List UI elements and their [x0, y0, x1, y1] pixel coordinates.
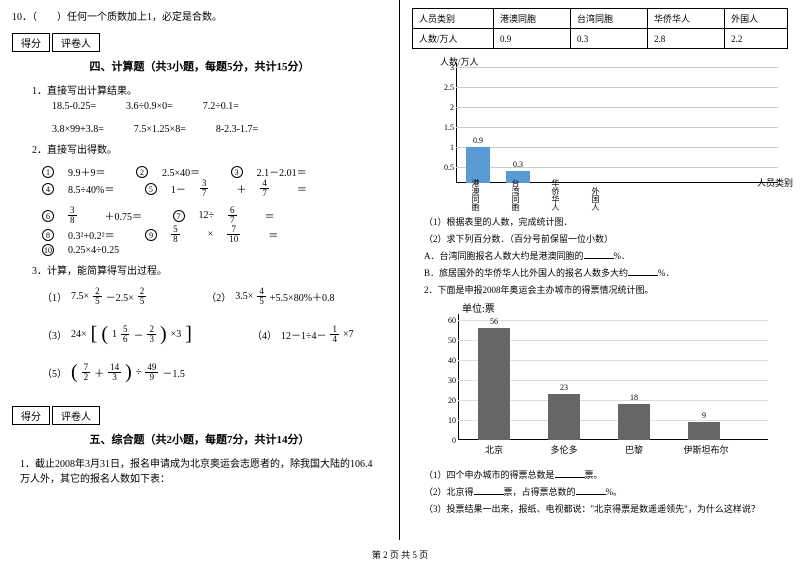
s4-q2: 2．直接写出得数。 [32, 141, 387, 156]
page-footer: 第 2 页 共 5 页 [0, 548, 800, 561]
sub-q1-b: （2）求下列百分数．（百分号前保留一位小数） [424, 232, 788, 245]
score-label-2: 得分 [12, 406, 50, 425]
sub-q1-c: A．台湾同胞报名人数大约是港澳同胞的%． [424, 249, 788, 262]
section-5-header: 得分 评卷人 [12, 406, 387, 425]
s4-q3: 3．计算，能简算得写出过程。 [32, 262, 387, 277]
sub-q1-d: B．旅居国外的华侨华人比外国人的报名人数多大约%． [424, 266, 788, 279]
s4-q2-r1: 19.9＋9＝ 22.5×40＝ 32.1－2.01＝ 48.5÷40%＝ 51… [42, 164, 387, 198]
bar-chart-1: 人数/万人 3 2.5 2 1.5 1 0.5 0.9 0.3 港澳同胞 台湾同… [432, 57, 788, 207]
question-10: 10．（ ）任何一个质数加上1，必定是合数。 [12, 8, 387, 23]
sub-q2-a: （1）四个申办城市的得票总数是票。 [424, 468, 788, 481]
data-table: 人员类别港澳同胞台湾同胞华侨华人外国人 人数/万人0.90.32.82.2 [412, 8, 788, 49]
s4-q1: 1．直接写出计算结果。 [32, 82, 387, 97]
score-label: 得分 [12, 33, 50, 52]
sub-q2-b: （2）北京得票，占得票总数的%。 [424, 485, 788, 498]
s4-q2-r2: 638＋0.75＝ 712÷67＝ 80.3²+0.2²＝ 958×710＝ 1… [42, 206, 387, 256]
sub-q2: 2．下面是申报2008年奥运会主办城市的得票情况统计图。 [424, 283, 788, 296]
reviewer-label: 评卷人 [52, 33, 100, 52]
s4-q1-r1: 18.5-0.25=3.6÷0.9×0=7.2÷0.1= [52, 101, 387, 112]
reviewer-label-2: 评卷人 [52, 406, 100, 425]
section-4-title: 四、计算题（共3小题，每题5分，共计15分） [12, 58, 387, 74]
s4-q3-r1: （1）7.5×25－2.5×25 （2）3.5×45+5.5×80%＋0.8 [42, 287, 387, 306]
s4-q1-r2: 3.8×99+3.8=7.5×1.25×8=8-2.3-1.7= [52, 124, 387, 135]
s5-q1: 1．截止2008年3月31日，报名申请成为北京奥运会志愿者的，除我国大陆的106… [20, 455, 379, 485]
section-5-title: 五、综合题（共2小题，每题7分，共计14分） [12, 431, 387, 447]
sub-q2-c: （3）投票结果一出来，报纸、电视都说："北京得票是数遥遥领先"，为什么这样说？ [424, 502, 788, 515]
s4-q3-r3: （5）(72＋143)÷499－1.5 [42, 362, 387, 382]
section-4-header: 得分 评卷人 [12, 33, 387, 52]
sub-q1-a: （1）根据表里的人数，完成统计图． [424, 215, 788, 228]
bar-chart-2: 单位:票 60 50 40 30 20 10 0 56 23 18 9 北京 多… [432, 300, 788, 460]
s4-q3-r2: （3）24×[(156－23)×3] （4）12－1÷4－14×7 [42, 324, 387, 344]
